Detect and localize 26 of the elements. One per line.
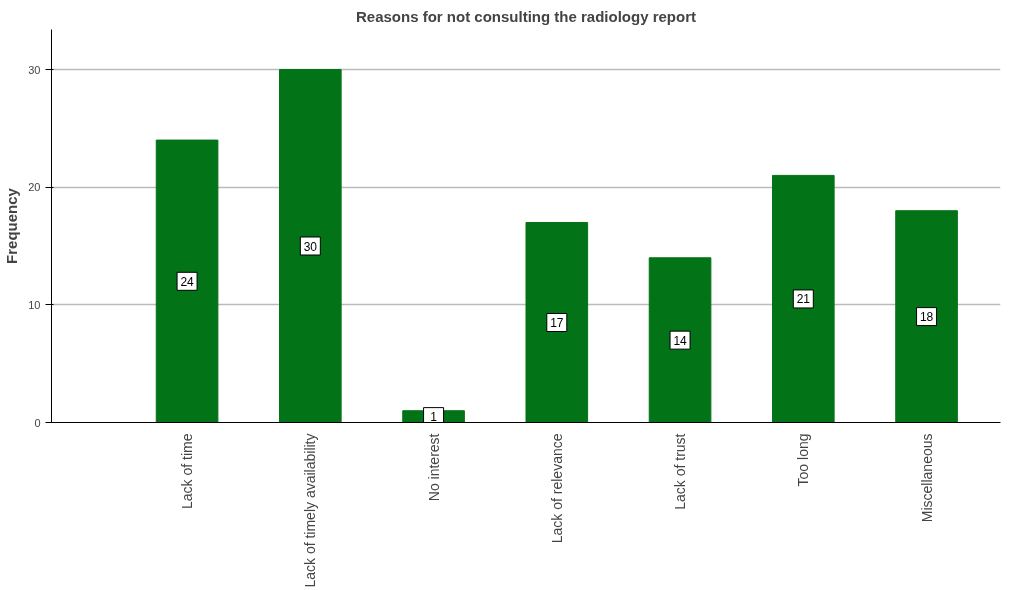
data-label: 17: [550, 315, 564, 330]
x-tick-label: No interest: [425, 433, 442, 502]
data-label: 18: [919, 310, 934, 325]
bar: [895, 210, 958, 423]
y-tick-label: 0: [34, 416, 41, 429]
data-label: 21: [796, 292, 811, 307]
x-tick-label: Lack of time: [179, 433, 196, 509]
data-label: 14: [673, 333, 688, 348]
y-tick-label: 30: [28, 63, 41, 76]
x-tick-label: Miscellaneous: [918, 433, 935, 523]
bar: [155, 139, 219, 423]
data-label: 24: [180, 274, 195, 289]
data-label: 1: [430, 410, 438, 425]
bar: [648, 257, 712, 423]
x-tick-label: Lack of relevance: [548, 433, 565, 544]
chart-title: Reasons for not consulting the radiology report: [355, 7, 697, 25]
x-tick-label: Too long: [795, 433, 812, 487]
bar: [279, 69, 342, 423]
data-label: 30: [303, 239, 318, 254]
y-tick-label: 10: [28, 298, 41, 311]
x-tick-label: Lack of trust: [672, 433, 689, 510]
x-tick-label: Lack of timely availability: [302, 433, 319, 588]
bar: [771, 174, 835, 423]
bar: [525, 221, 589, 423]
y-tick-label: 20: [28, 181, 41, 194]
y-axis-title: Frequency: [3, 187, 21, 264]
